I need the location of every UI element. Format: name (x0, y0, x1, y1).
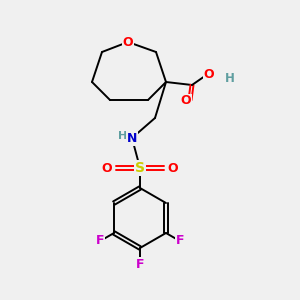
Text: H: H (225, 71, 235, 85)
Text: F: F (136, 257, 144, 271)
Text: O: O (102, 161, 112, 175)
Text: O: O (181, 94, 191, 107)
Text: F: F (96, 235, 104, 248)
Text: N: N (127, 131, 137, 145)
Text: O: O (168, 161, 178, 175)
Text: S: S (135, 161, 145, 175)
Text: H: H (118, 131, 127, 141)
Text: O: O (204, 68, 214, 82)
Text: O: O (123, 35, 133, 49)
Text: F: F (176, 235, 184, 248)
